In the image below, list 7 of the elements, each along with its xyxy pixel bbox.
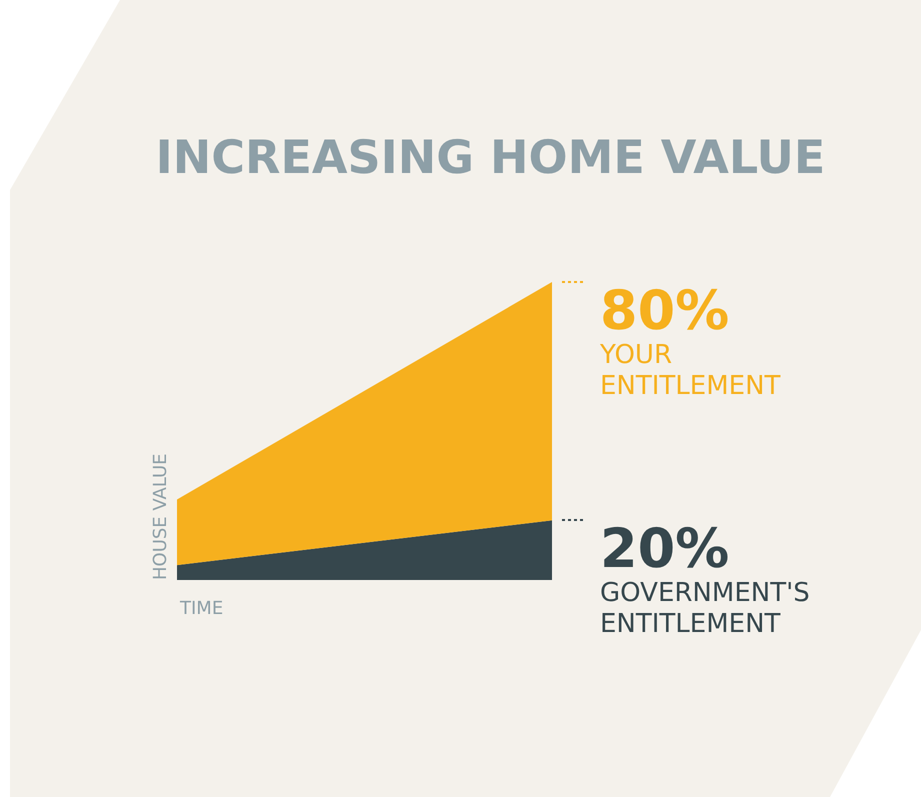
y-axis-title: HOUSE VALUE [150, 453, 171, 580]
data-label: 80% [600, 279, 730, 342]
chart-title: INCREASING HOME VALUE [154, 130, 826, 184]
data-label: 20% [600, 517, 730, 580]
series-label: YOUR ENTITLEMENT [600, 340, 782, 402]
series-label: GOVERNMENT'S ENTITLEMENT [600, 578, 811, 640]
x-axis-title: TIME [180, 598, 224, 619]
